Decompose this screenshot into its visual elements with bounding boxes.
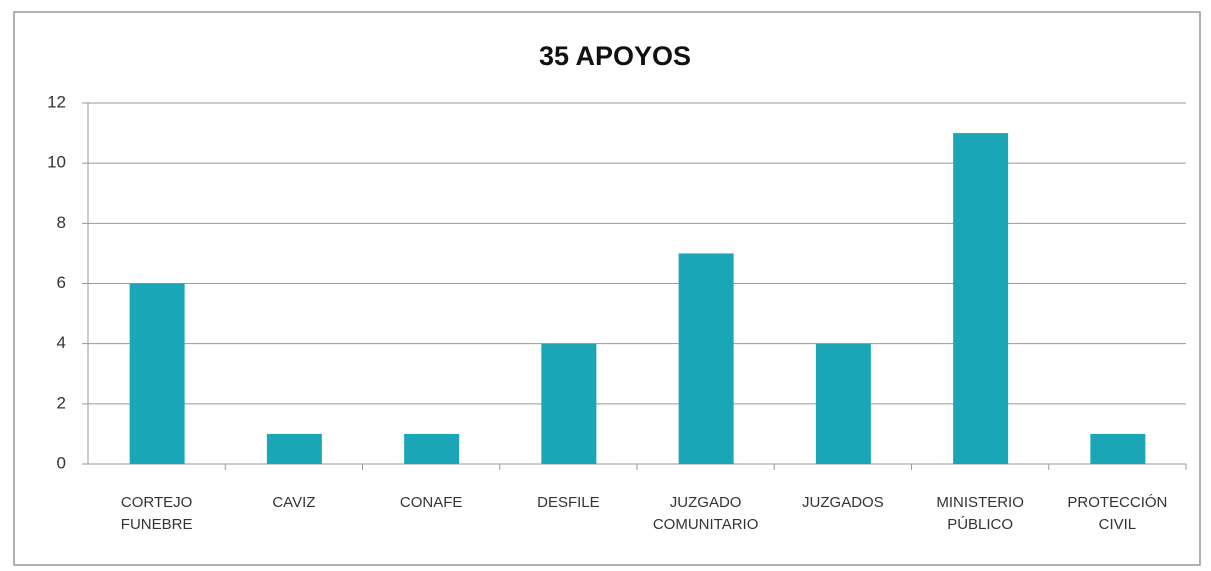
- chart-title: 35 APOYOS: [539, 41, 691, 71]
- bar: [404, 433, 460, 464]
- bar: [678, 253, 734, 464]
- bar: [266, 433, 322, 464]
- x-tick-label: PROTECCIÓN CIVIL: [1067, 494, 1168, 533]
- bar: [541, 343, 597, 464]
- x-tick-label: JUZGADOS: [802, 494, 884, 511]
- chart-border: [13, 11, 1201, 566]
- bar: [1090, 433, 1146, 464]
- x-tick-label: JUZGADO COMUNITARIO: [652, 494, 759, 533]
- bar: [815, 343, 871, 464]
- y-tick-label: 2: [57, 393, 66, 412]
- x-tick-label: CAVIZ: [272, 494, 316, 511]
- x-tick-label: MINISTERIO PÚBLICO: [936, 494, 1024, 533]
- y-tick-label: 4: [57, 333, 66, 352]
- y-tick-label: 0: [57, 453, 66, 472]
- x-tick-label: CORTEJO FUNEBRE: [120, 494, 193, 533]
- x-tick-label: DESFILE: [537, 494, 600, 511]
- bar: [129, 283, 185, 464]
- y-tick-label: 6: [57, 273, 66, 292]
- y-tick-label: 8: [57, 213, 66, 232]
- y-tick-label: 10: [47, 153, 66, 172]
- x-tick-label: CONAFE: [399, 494, 463, 511]
- y-tick-label: 12: [47, 92, 66, 111]
- bar: [953, 133, 1009, 465]
